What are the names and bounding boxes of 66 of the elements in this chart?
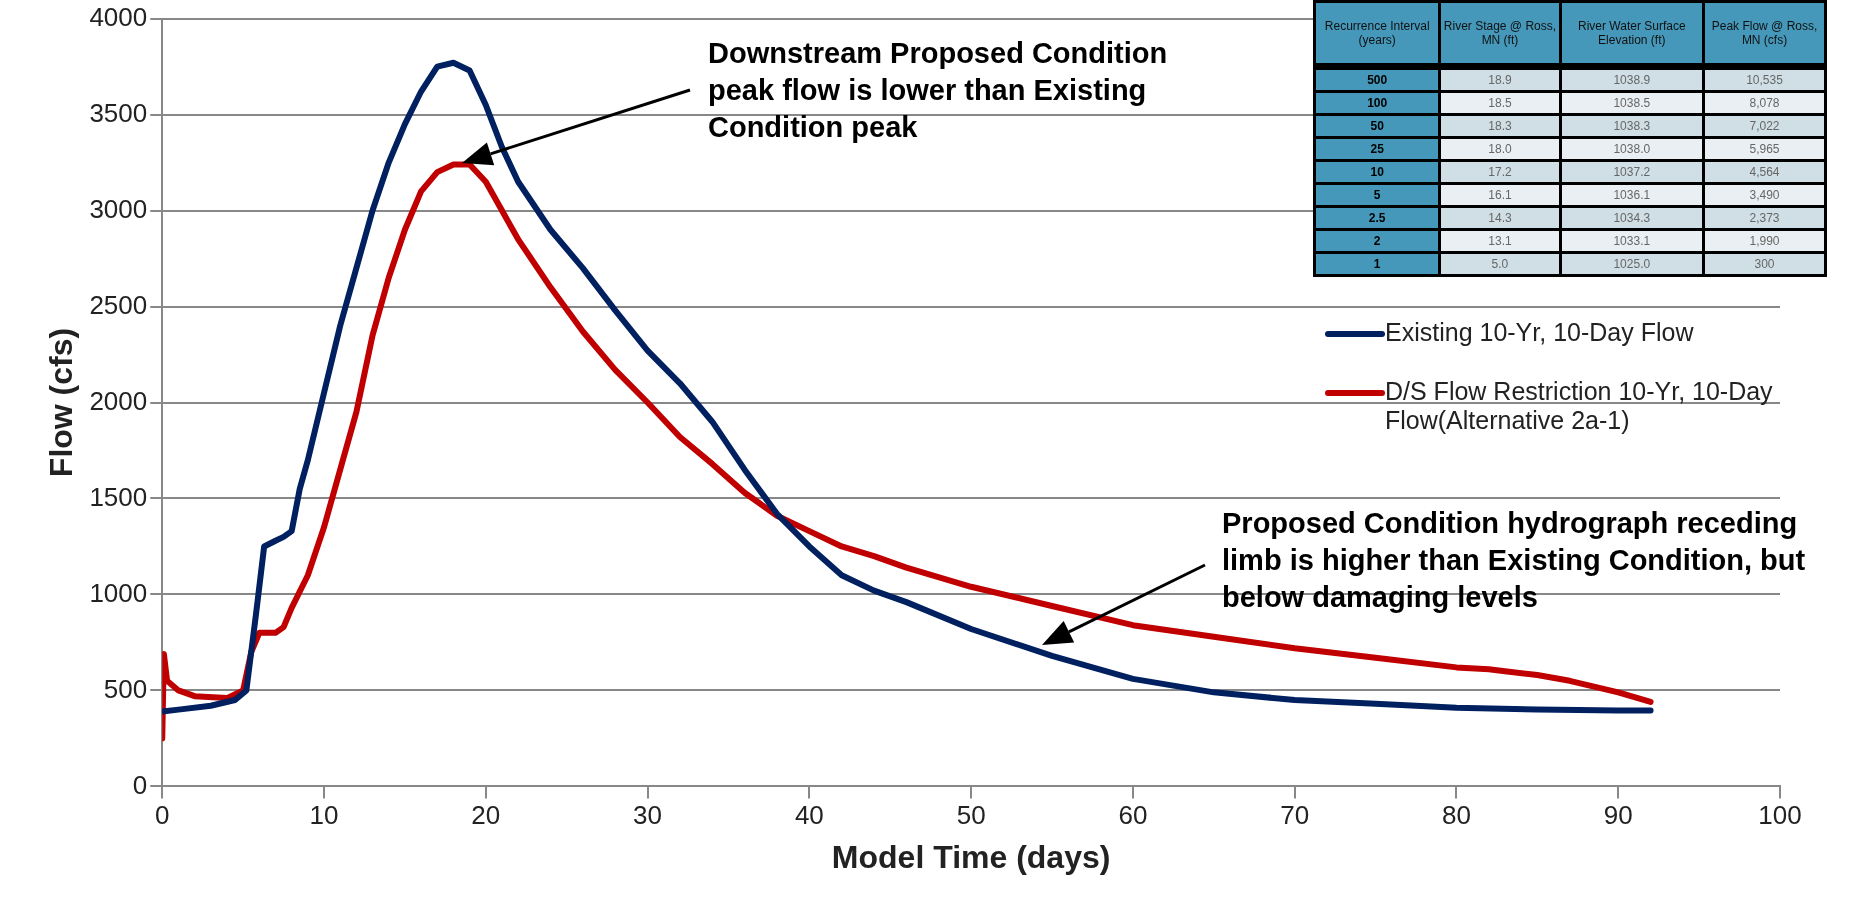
text: 18.3 xyxy=(1488,119,1512,133)
category-label: 50 xyxy=(1370,119,1384,133)
text: 18.9 xyxy=(1488,73,1512,87)
x-tick-label: 40 xyxy=(794,800,824,831)
text: 1038.3 xyxy=(1613,119,1651,133)
x-axis-title: Model Time (days) xyxy=(831,838,1111,875)
x-tick-label: 0 xyxy=(155,800,170,831)
text: 2,373 xyxy=(1749,211,1780,225)
text: 1038.0 xyxy=(1613,142,1651,156)
legend-label: Existing 10-Yr, 10-Day Flow xyxy=(1385,318,1694,347)
y-tick-label: 4000 xyxy=(89,1,148,32)
text: 1038.5 xyxy=(1613,96,1651,110)
legend-label: D/S Flow Restriction 10-Yr, 10-Day Flow(Alternative 2a-1) xyxy=(1385,377,1774,435)
category-label: 25 xyxy=(1370,142,1384,156)
x-tick-label: 70 xyxy=(1280,800,1310,831)
text: 5,965 xyxy=(1749,142,1780,156)
text: 1025.0 xyxy=(1613,257,1651,271)
x-tick-label: 50 xyxy=(956,800,986,831)
text: 1037.2 xyxy=(1613,165,1651,179)
annotation: Proposed Condition hydrograph receding limb is higher than Existing Condition, but below damaging levels xyxy=(1222,506,1806,613)
category-label: River Water Surface Elevation (ft) xyxy=(1560,1,1704,67)
text: 7,022 xyxy=(1749,119,1780,133)
x-tick-label: 30 xyxy=(633,800,663,831)
category-label: Peak Flow @ Ross, MN (cfs) xyxy=(1703,1,1826,67)
category-label: 100 xyxy=(1367,96,1388,110)
y-tick-label: 1000 xyxy=(89,577,148,608)
x-tick-label: 10 xyxy=(309,800,339,831)
x-tick-label: 80 xyxy=(1441,800,1471,831)
category-label: 2 xyxy=(1373,234,1381,248)
y-tick-label: 500 xyxy=(103,673,148,704)
text: 3,490 xyxy=(1749,188,1780,202)
text: 10,535 xyxy=(1746,73,1783,87)
category-label: River Stage @ Ross, MN (ft) xyxy=(1439,1,1561,67)
x-tick-label: 100 xyxy=(1758,800,1802,831)
category-label: 2.5 xyxy=(1368,211,1386,225)
text: 18.5 xyxy=(1488,96,1512,110)
text: 300 xyxy=(1754,257,1775,271)
text: 5.0 xyxy=(1491,257,1509,271)
text: 16.1 xyxy=(1488,188,1512,202)
text: 1038.9 xyxy=(1613,73,1651,87)
text: Recurrence Interval (years) xyxy=(1314,1,1440,67)
category-label: 10 xyxy=(1370,165,1384,179)
y-tick-label: 1500 xyxy=(89,481,148,512)
text: 17.2 xyxy=(1488,165,1512,179)
y-axis-title: Flow (cfs) xyxy=(43,327,80,478)
text: 18.0 xyxy=(1488,142,1512,156)
text: 1033.1 xyxy=(1613,234,1651,248)
text: 4,564 xyxy=(1749,165,1780,179)
x-tick-label: 20 xyxy=(471,800,501,831)
text: 14.3 xyxy=(1488,211,1512,225)
x-tick-label: 90 xyxy=(1603,800,1633,831)
y-tick-label: 0 xyxy=(132,769,148,800)
y-tick-label: 3000 xyxy=(89,193,148,224)
y-tick-label: 2500 xyxy=(89,289,148,320)
category-label: 1 xyxy=(1373,257,1381,271)
y-tick-label: 2000 xyxy=(89,385,148,416)
text: 1,990 xyxy=(1749,234,1780,248)
x-tick-label: 60 xyxy=(1118,800,1148,831)
category-label: 500 xyxy=(1367,73,1388,87)
text: 1034.3 xyxy=(1613,211,1651,225)
text: 13.1 xyxy=(1488,234,1512,248)
category-label: 5 xyxy=(1373,188,1381,202)
annotation: Downstream Proposed Condition peak flow is lower than Existing Condition peak xyxy=(708,36,1168,143)
y-tick-label: 3500 xyxy=(89,97,148,128)
text: 8,078 xyxy=(1749,96,1780,110)
text: 1036.1 xyxy=(1613,188,1651,202)
